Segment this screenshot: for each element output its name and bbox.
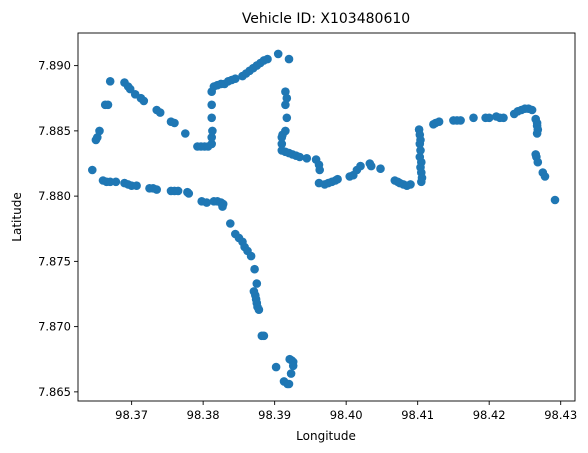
- x-tick-label: 98.42: [473, 408, 506, 422]
- x-tick-label: 98.43: [544, 408, 577, 422]
- x-tick-label: 98.37: [115, 408, 148, 422]
- data-point: [285, 380, 294, 389]
- data-point: [95, 127, 104, 136]
- data-point: [376, 164, 385, 173]
- data-point: [469, 114, 478, 123]
- data-point: [499, 114, 508, 123]
- data-point: [88, 166, 97, 175]
- x-tick-label: 98.41: [401, 408, 434, 422]
- data-point: [533, 129, 542, 138]
- data-point: [202, 198, 211, 207]
- data-point: [156, 108, 165, 117]
- data-point: [303, 154, 312, 163]
- data-point: [207, 101, 216, 110]
- x-tick-label: 98.39: [258, 408, 291, 422]
- data-point: [315, 166, 324, 175]
- data-point: [406, 180, 415, 189]
- y-tick-label: 7.865: [38, 385, 71, 399]
- data-point: [417, 178, 426, 187]
- y-tick-label: 7.890: [38, 59, 71, 73]
- data-point: [287, 369, 296, 378]
- y-tick-label: 7.870: [38, 320, 71, 334]
- data-point: [333, 175, 342, 184]
- data-point: [185, 189, 194, 198]
- data-point: [106, 77, 115, 86]
- y-axis-label: Latitude: [10, 192, 24, 241]
- data-point: [260, 332, 269, 341]
- data-point: [207, 114, 216, 123]
- data-point: [534, 158, 543, 167]
- plot-area-frame: [78, 33, 575, 401]
- data-point: [104, 101, 113, 110]
- data-point: [140, 97, 149, 106]
- data-point: [356, 162, 365, 171]
- data-point: [283, 114, 292, 123]
- data-point: [218, 202, 227, 211]
- data-point: [170, 119, 179, 128]
- data-point: [181, 129, 190, 138]
- data-point: [551, 196, 560, 205]
- data-point: [247, 252, 256, 261]
- data-point: [132, 181, 141, 190]
- data-point: [528, 106, 537, 115]
- data-point: [541, 172, 550, 181]
- y-tick-label: 7.875: [38, 254, 71, 268]
- data-point: [174, 187, 183, 196]
- data-point: [208, 127, 217, 136]
- x-tick-label: 98.40: [330, 408, 363, 422]
- data-point: [226, 219, 235, 228]
- data-point: [289, 362, 298, 371]
- x-tick-label: 98.38: [187, 408, 220, 422]
- data-point: [255, 305, 264, 314]
- x-axis-label: Longitude: [296, 429, 356, 443]
- data-point: [112, 178, 121, 187]
- data-point: [456, 116, 465, 125]
- data-points: [88, 50, 559, 389]
- data-point: [285, 55, 294, 64]
- y-tick-label: 7.880: [38, 189, 71, 203]
- data-point: [263, 55, 272, 64]
- chart-title: Vehicle ID: X103480610: [242, 11, 410, 27]
- data-point: [281, 101, 290, 110]
- data-point: [152, 185, 161, 194]
- y-axis-ticks: 7.865 7.870 7.875 7.880 7.885 7.890: [38, 59, 78, 399]
- y-tick-label: 7.885: [38, 124, 71, 138]
- data-point: [252, 279, 261, 288]
- data-point: [435, 117, 444, 126]
- data-point: [367, 162, 376, 171]
- data-point: [274, 50, 283, 59]
- data-point: [272, 363, 281, 372]
- x-axis-ticks: 98.37 98.38 98.39 98.40 98.41 98.42 98.43: [115, 401, 577, 422]
- data-point: [250, 265, 259, 274]
